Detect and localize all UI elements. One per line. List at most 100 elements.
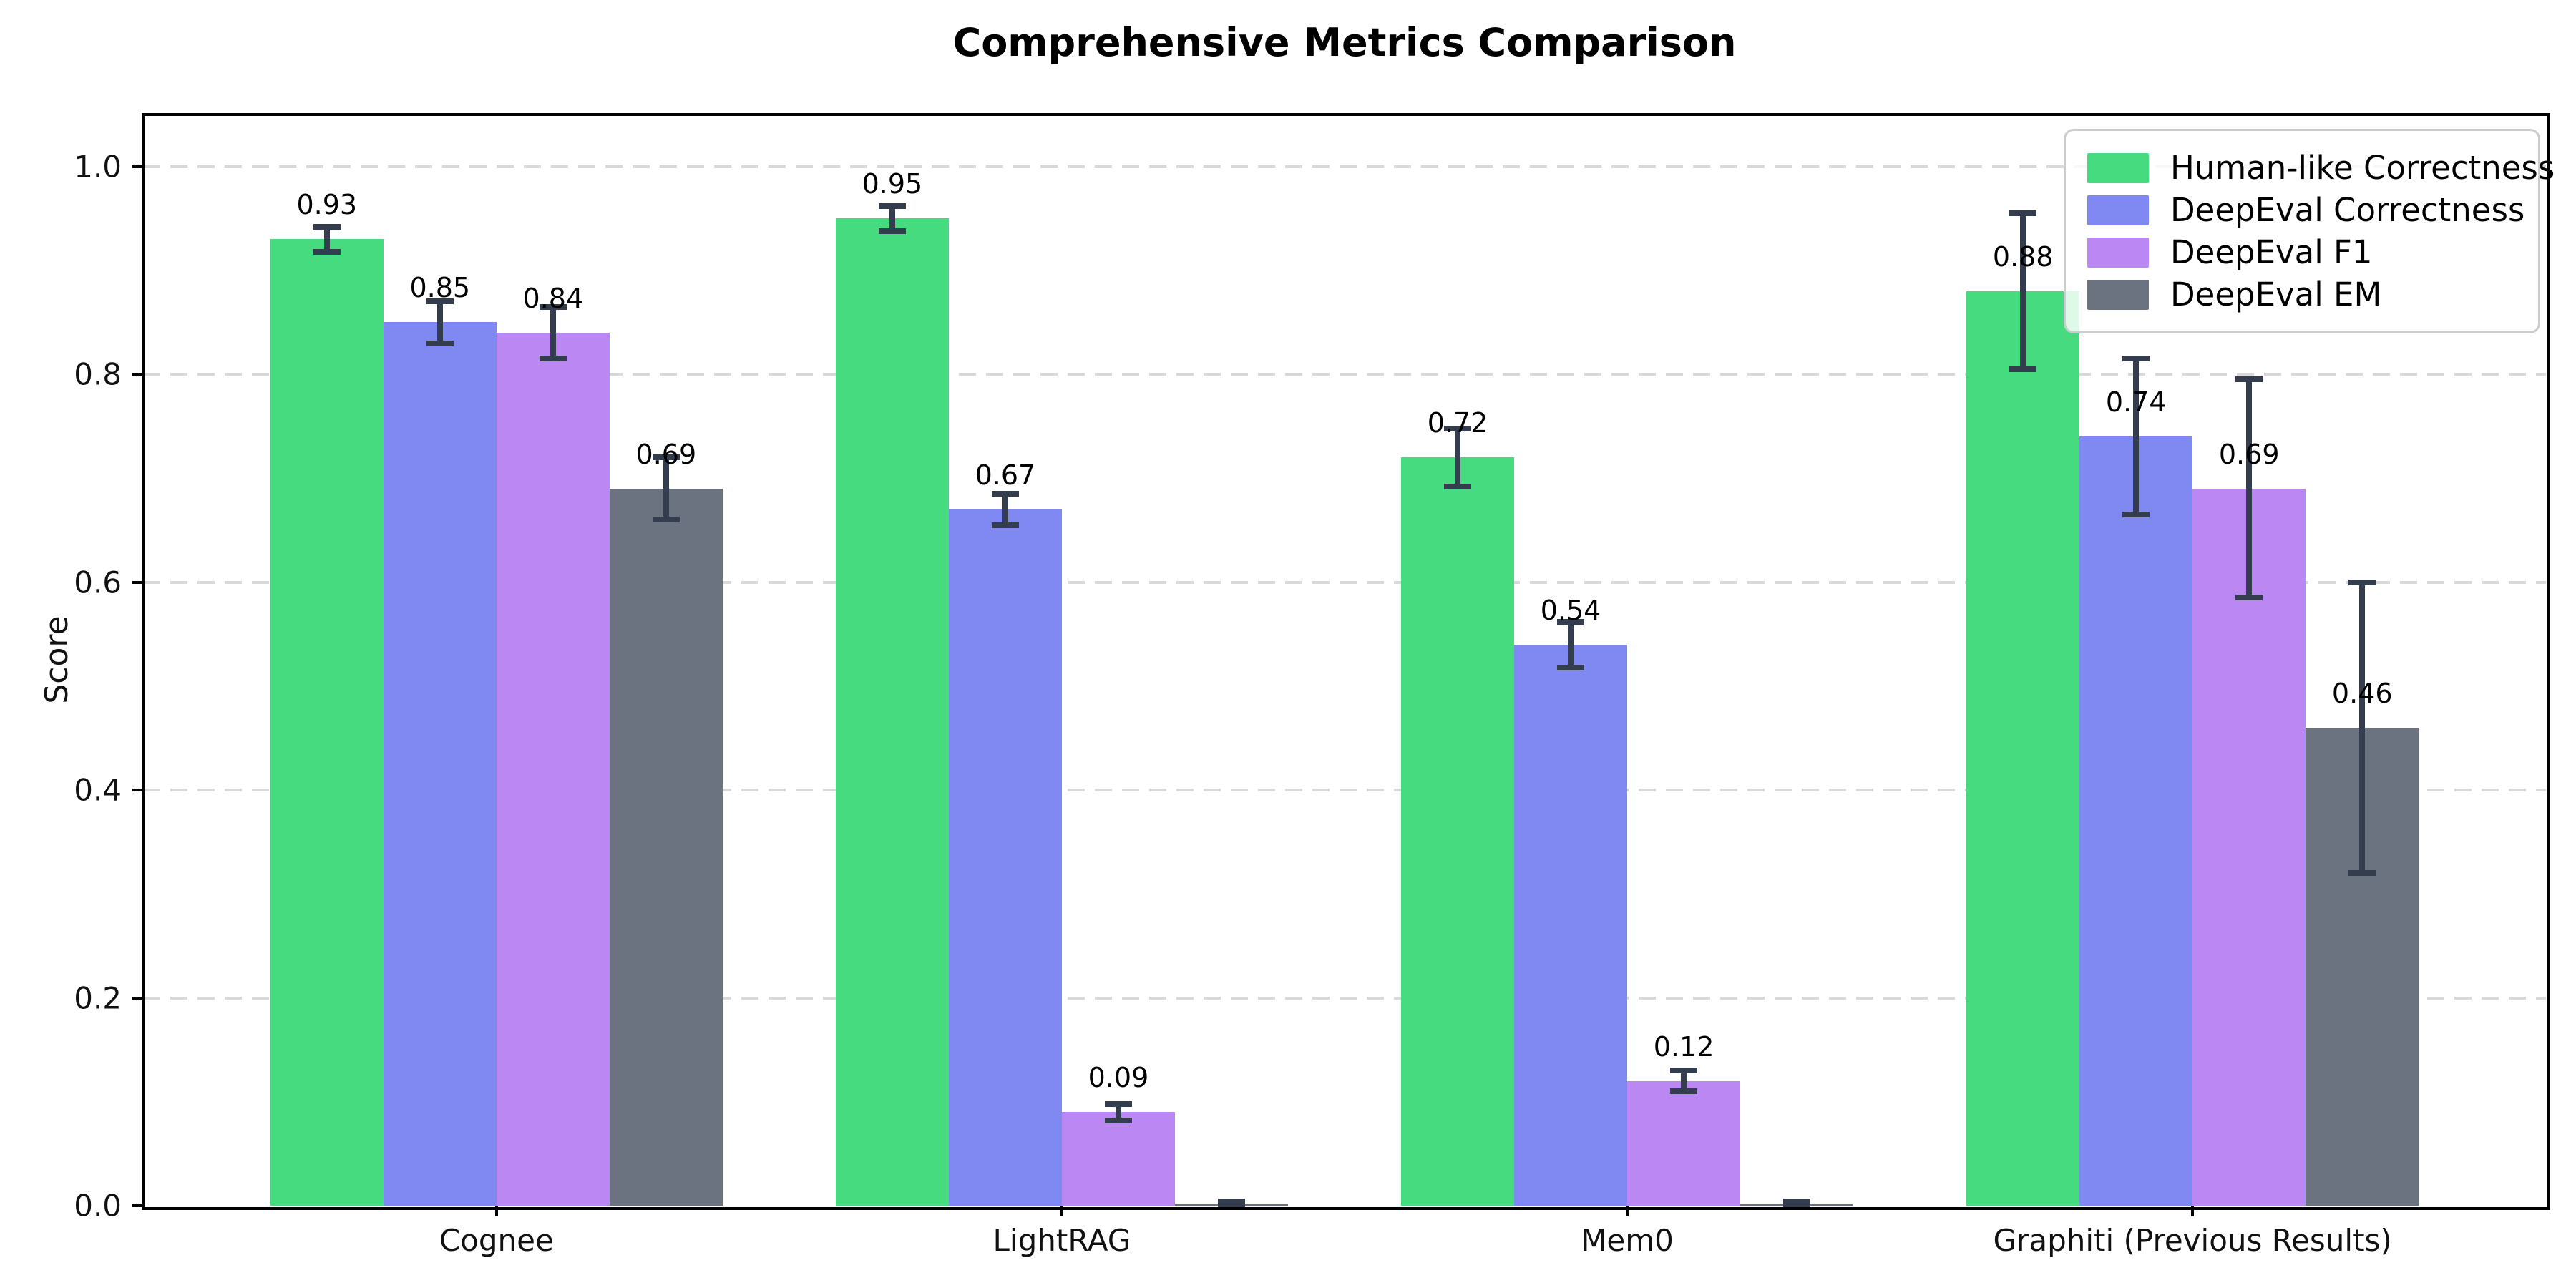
error-bar-cap-bottom — [1783, 1203, 1811, 1209]
error-bar-cap-top — [2009, 210, 2037, 216]
error-bar-cap-bottom — [1217, 1203, 1245, 1209]
error-bar-line — [323, 226, 330, 252]
x-tick-label: Graphiti (Previous Results) — [1993, 1223, 2392, 1258]
error-bar-line — [1568, 621, 1574, 668]
legend: Human-like Correctness DeepEval Correctne… — [2064, 129, 2555, 333]
y-tick-label: 0.8 — [74, 356, 122, 392]
y-tick-label: 0.4 — [74, 772, 122, 808]
error-bar-cap-bottom — [878, 228, 906, 234]
bar — [1061, 1112, 1175, 1206]
legend-entry: DeepEval Correctness — [2087, 189, 2524, 231]
bar — [270, 239, 384, 1206]
legend-entry: DeepEval F1 — [2087, 231, 2517, 273]
legend-swatch — [2087, 152, 2149, 183]
legend-entry: Human-like Correctness — [2087, 147, 2555, 189]
x-tick-mark — [1060, 1206, 1063, 1216]
y-tick-mark — [132, 1204, 143, 1207]
error-bar-cap-top — [2235, 376, 2263, 383]
legend-label: DeepEval F1 — [2170, 233, 2373, 271]
y-tick-mark — [132, 165, 143, 168]
error-bar-cap-top — [2348, 579, 2376, 585]
y-axis-label: Score — [39, 615, 76, 704]
error-bar-line — [1455, 428, 1461, 487]
error-bar-cap-top — [539, 303, 567, 310]
y-tick-mark — [132, 373, 143, 376]
bar — [835, 218, 949, 1206]
error-bar-cap-top — [1104, 1101, 1132, 1107]
error-bar-line — [1002, 494, 1008, 525]
error-bar-line — [2133, 358, 2140, 515]
bar-value-label: 0.74 — [2105, 386, 2167, 419]
bar-value-label: 0.54 — [1540, 594, 1601, 626]
error-bar-cap-top — [1557, 618, 1585, 625]
error-bar-line — [889, 205, 895, 231]
bar — [1627, 1080, 1741, 1206]
bar — [1966, 291, 2080, 1206]
error-bar-cap-bottom — [539, 356, 567, 362]
error-bar-cap-top — [1783, 1199, 1811, 1205]
bar — [496, 333, 610, 1206]
legend-label: DeepEval EM — [2170, 275, 2382, 313]
error-bar-cap-bottom — [1557, 664, 1585, 670]
x-tick-mark — [2191, 1206, 2195, 1216]
bar — [383, 322, 497, 1206]
y-tick-mark — [132, 580, 143, 584]
bar-value-label: 0.88 — [1992, 240, 2054, 273]
legend-swatch — [2087, 195, 2149, 225]
bar-value-label: 0.84 — [522, 283, 584, 314]
bar — [609, 488, 723, 1206]
error-bar-cap-top — [652, 454, 680, 461]
bar-value-label: 0.85 — [409, 272, 471, 304]
bar-value-label: 0.67 — [975, 459, 1036, 491]
y-gridline — [143, 373, 2546, 376]
y-gridline — [143, 165, 2546, 168]
error-bar-cap-top — [426, 298, 454, 305]
legend-label: DeepEval Correctness — [2170, 191, 2525, 229]
error-bar-cap-bottom — [1104, 1117, 1132, 1123]
y-gridline — [143, 580, 2546, 584]
error-bar-line — [663, 457, 669, 520]
bar — [2079, 436, 2193, 1206]
error-bar-cap-top — [1670, 1068, 1698, 1074]
bar-value-label: 0.09 — [1088, 1062, 1149, 1094]
bar-value-label: 0.46 — [2331, 677, 2393, 709]
bar-value-label: 0.12 — [1653, 1030, 1714, 1063]
error-bar-cap-bottom — [2235, 595, 2263, 601]
error-bar-cap-bottom — [1444, 483, 1472, 489]
error-bar-cap-top — [2122, 356, 2150, 362]
error-bar-cap-top — [878, 203, 906, 209]
x-tick-mark — [1626, 1206, 1629, 1216]
bar-value-label: 0.93 — [296, 189, 358, 221]
bar — [2192, 488, 2306, 1206]
error-bar-line — [550, 306, 556, 359]
legend-swatch — [2087, 279, 2149, 310]
y-tick-label: 0.0 — [74, 1188, 122, 1224]
error-bar-cap-bottom — [2009, 366, 2037, 372]
error-bar-line — [1681, 1070, 1687, 1092]
error-bar-line — [436, 301, 443, 343]
error-bar-cap-bottom — [2122, 512, 2150, 518]
error-bar-cap-bottom — [313, 248, 341, 255]
y-tick-label: 1.0 — [74, 149, 122, 185]
y-tick-label: 0.2 — [74, 980, 122, 1016]
x-tick-label: Mem0 — [1581, 1223, 1674, 1258]
bar-value-label: 0.69 — [2218, 438, 2280, 470]
error-bar-line — [1115, 1103, 1121, 1121]
error-bar-cap-top — [1444, 425, 1472, 431]
error-bar-cap-top — [991, 491, 1019, 497]
error-bar-cap-bottom — [2348, 870, 2376, 877]
chart-title: Comprehensive Metrics Comparison — [952, 20, 1737, 65]
bar — [1401, 457, 1515, 1206]
legend-swatch — [2087, 237, 2149, 268]
y-tick-mark — [132, 789, 143, 792]
y-gridline — [143, 789, 2546, 792]
legend-entry: DeepEval EM — [2087, 273, 2517, 316]
bar-value-label: 0.69 — [635, 438, 697, 470]
x-tick-label: Cognee — [439, 1223, 554, 1258]
bar-value-label: 0.95 — [862, 168, 923, 200]
error-bar-line — [2359, 582, 2366, 874]
x-tick-label: LightRAG — [992, 1223, 1131, 1258]
bar — [948, 509, 1062, 1206]
legend-label: Human-like Correctness — [2170, 149, 2555, 187]
